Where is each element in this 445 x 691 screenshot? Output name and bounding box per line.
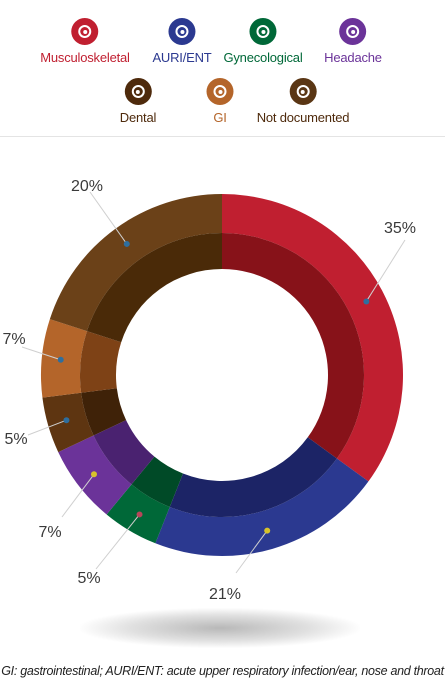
slice-dot-dental	[63, 417, 70, 424]
slice-outer-musculoskeletal	[222, 194, 403, 482]
percentage-labels: 35% 21% 5% 7% 5% 7% 20%	[2, 178, 416, 603]
slice-outer-auri-ent	[155, 458, 369, 556]
leader-line-headache	[61, 473, 95, 518]
slice-label-gi: 7%	[2, 331, 25, 348]
slice-dots	[57, 240, 370, 534]
slice-label-musculoskeletal: 35%	[384, 220, 416, 237]
legend-item-gynecological: Gynecological	[223, 18, 303, 65]
leader-line-musculoskeletal	[365, 239, 406, 302]
legend-marker-icon	[289, 78, 317, 105]
legend-label: Headache	[324, 50, 382, 65]
leader-line-auri-ent	[235, 530, 268, 574]
footnote: GI: gastrointestinal; AURI/ENT: acute up…	[1, 664, 444, 678]
legend-marker-icon	[168, 18, 196, 45]
legend-label: Gynecological	[223, 50, 303, 65]
slice-label-auri-ent: 21%	[209, 586, 241, 603]
leader-line-dental	[27, 419, 67, 436]
donut-chart: 35% 21% 5% 7% 5% 7% 20%	[2, 178, 416, 603]
legend-marker-icon	[249, 18, 277, 45]
legend-item-musculoskeletal: Musculoskeletal	[40, 18, 130, 65]
legend-label: Not documented	[256, 110, 350, 125]
slice-label-not-documented: 20%	[71, 178, 103, 195]
slice-inner-headache	[93, 420, 155, 485]
slice-inner-auri-ent	[169, 437, 337, 517]
legend: Musculoskeletal AURI/ENT Gynecological Head…	[0, 0, 445, 137]
slice-inner-gynecological	[131, 456, 183, 508]
slice-inner-dental	[81, 388, 127, 436]
slice-label-gynecological: 5%	[77, 570, 100, 587]
slice-dot-gi	[57, 356, 64, 363]
slice-label-dental: 5%	[4, 431, 27, 448]
legend-label: AURI/ENT	[152, 50, 212, 65]
slice-label-headache: 7%	[38, 524, 61, 541]
slice-dot-headache	[90, 471, 97, 478]
slice-dot-musculoskeletal	[363, 298, 370, 305]
legend-marker-icon	[71, 18, 99, 45]
legend-item-auri-ent: AURI/ENT	[152, 18, 212, 65]
slice-inner-musculoskeletal	[222, 233, 364, 459]
drop-shadow	[80, 608, 360, 648]
leader-line-gi	[21, 346, 61, 361]
leader-lines	[21, 191, 406, 574]
legend-marker-icon	[124, 78, 152, 105]
slice-outer-not-documented	[49, 194, 223, 332]
legend-marker-icon	[339, 18, 367, 45]
legend-label: Musculoskeletal	[40, 50, 130, 65]
slice-dot-gynecological	[136, 511, 143, 518]
legend-item-gi: GI	[206, 78, 234, 125]
slice-outer-gi	[41, 319, 87, 398]
legend-item-dental: Dental	[120, 78, 156, 125]
legend-label: GI	[213, 110, 227, 125]
slice-inner-not-documented	[86, 233, 222, 343]
legend-label: Dental	[119, 110, 157, 125]
leader-line-gynecological	[95, 514, 140, 570]
slice-inner-gi	[79, 331, 122, 393]
slice-dot-auri-ent	[264, 527, 271, 534]
legend-marker-icon	[206, 78, 234, 105]
slice-dot-not-documented	[123, 240, 130, 247]
legend-item-not-documented: Not documented	[256, 78, 350, 125]
legend-item-headache: Headache	[324, 18, 382, 65]
leader-line-not-documented	[89, 191, 128, 245]
inner-ring	[79, 233, 364, 517]
